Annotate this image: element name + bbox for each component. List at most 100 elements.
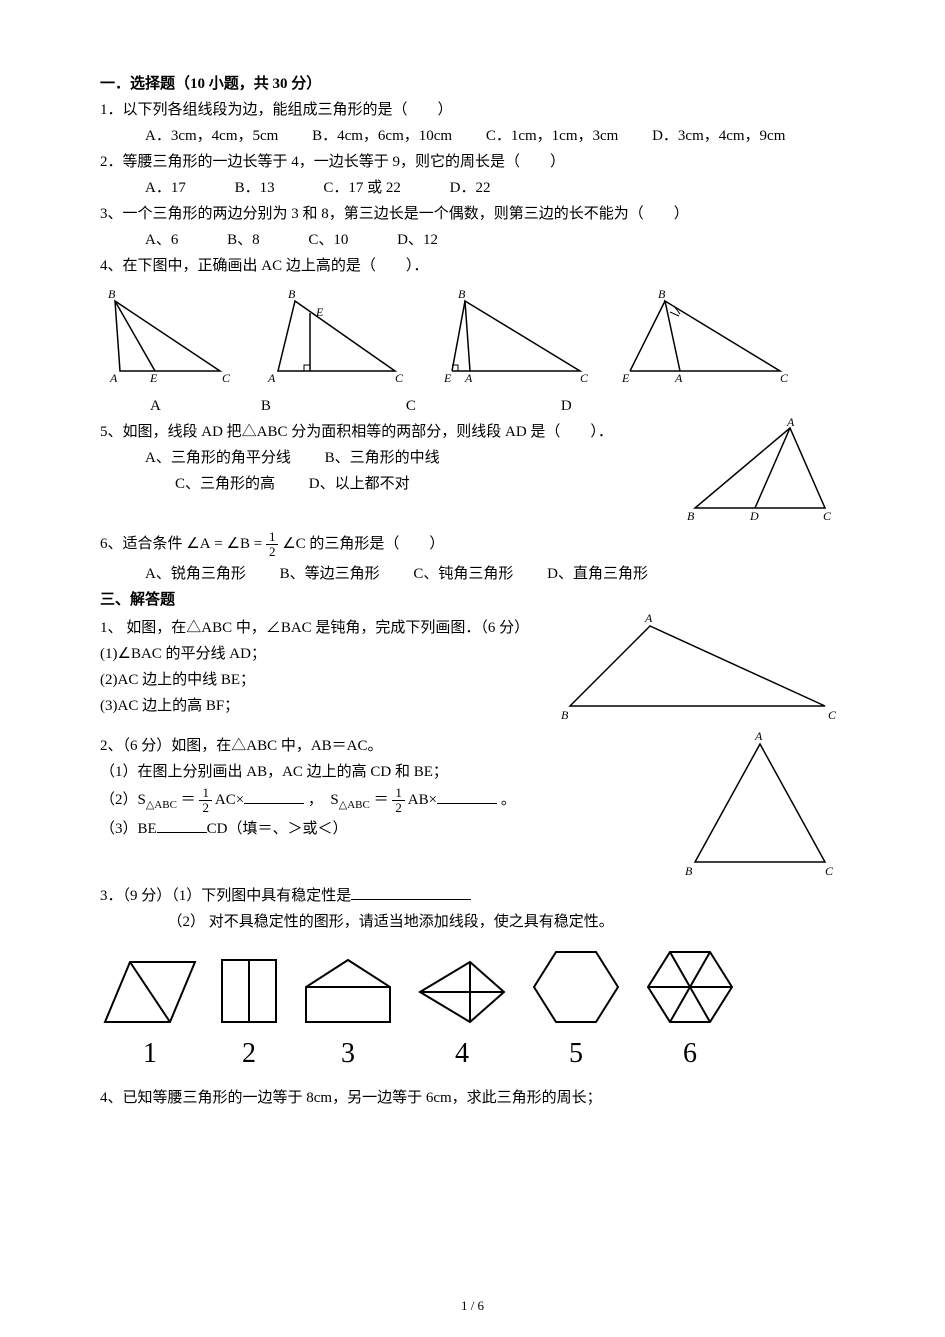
s3q1-stem: 1、 如图，在△ABC 中，∠BAC 是钝角，完成下列画图．（6 分） [100,616,555,640]
q5-pt-a: A [786,418,795,429]
q5-optB: B、三角形的中线 [325,450,440,466]
q6-optC: C、钝角三角形 [413,566,513,582]
shape-5 [526,942,626,1032]
q6-frac: 1 2 [266,530,279,560]
q2-optD: D．22 [450,180,491,196]
q3-optB: B、8 [227,232,260,248]
q5-options-line1: A、三角形的角平分线 B、三角形的中线 [100,446,675,470]
q4b-pt-c: C [395,371,404,385]
q1-stem: 1．以下列各组线段为边，能组成三角形的是（ ） [100,98,845,122]
q4c-pt-c: C [580,371,589,385]
shape-2-num: 2 [242,1032,256,1077]
q5-optC: C、三角形的高 [175,476,275,492]
s3q2-p2-sub2: △ABC [339,799,370,811]
s3q2-p2-mid2: AC× [215,792,244,808]
s3q2-p2-frac2-num: 1 [392,786,405,801]
shape-4 [412,952,512,1032]
q4-label-b: B [261,394,271,418]
s3q3-blank [351,884,471,900]
shape-4-num: 4 [455,1032,469,1077]
q4-fig-c: B E A C [430,286,590,386]
q1-optD: D．3cm，4cm，9cm [652,128,785,144]
q4d-pt-b: B [658,287,666,301]
page-footer: 1 / 6 [0,1296,945,1317]
q4a-pt-a: A [109,371,118,385]
s3q2-p3-pre: （3）BE [100,821,157,837]
s3q2-pt-b: B [685,864,693,878]
shape-1 [100,952,200,1032]
s3q2-figure: A B C [675,732,845,882]
s3q2-p2-mid1: ＝ [181,792,196,808]
q5-pt-d: D [749,509,759,523]
q4-figure-row: B A E C B E A C B E A C [100,286,845,386]
s3q2-blank3 [157,817,207,833]
s3q2-block: 2、（6 分）如图，在△ABC 中，AB＝AC。 （1）在图上分别画出 AB，A… [100,732,845,882]
s3q2-stem: 2、（6 分）如图，在△ABC 中，AB＝AC。 [100,734,675,758]
q6-optB: B、等边三角形 [280,566,380,582]
s3q4-stem: 4、已知等腰三角形的一边等于 8cm，另一边等于 6cm，求此三角形的周长； [100,1086,845,1110]
q4-fig-d: B E A C [610,286,790,386]
q2-optB: B．13 [235,180,275,196]
page: 一．选择题（10 小题，共 30 分） 1．以下列各组线段为边，能组成三角形的是… [0,0,945,1337]
s3q3-stem: 3．（9 分）（1）下列图中具有稳定性是 [100,884,845,908]
q6-post: 的三角形是（ ） [309,536,444,552]
s3q1-figure: A B C [555,614,845,724]
s3q1-p3: (3)AC 边上的高 BF； [100,694,555,718]
q1-optB: B．4cm，6cm，10cm [312,128,452,144]
q4a-pt-e: E [149,371,158,385]
q5-figure: A B D C [675,418,845,528]
q6-angleC: ∠C [282,536,305,552]
q4b-pt-b: B [288,287,296,301]
s3q2-p2-sep: ， S [308,792,339,808]
q4d-pt-e: E [621,371,630,385]
q6-optD: D、直角三角形 [547,566,648,582]
s3q2-p2-end: 。 [501,792,516,808]
q2-optA: A．17 [145,180,186,196]
q3-stem: 3、一个三角形的两边分别为 3 和 8，第三边长是一个偶数，则第三边的长不能为（… [100,202,845,226]
q4c-pt-e: E [443,371,452,385]
s3q2-pt-a: A [754,732,763,743]
q6-angleA: ∠A [186,536,210,552]
q4d-pt-a: A [674,371,683,385]
q6-frac-den: 2 [266,545,279,559]
q4c-pt-b: B [458,287,466,301]
q3-optD: D、12 [397,232,438,248]
q4a-pt-c: C [222,371,231,385]
q4-stem: 4、在下图中，正确画出 AC 边上高的是（ ）． [100,254,845,278]
s3q2-p2-frac1: 1 2 [199,786,212,816]
q6-optA: A、锐角三角形 [145,566,246,582]
s3q2-p2-frac1-den: 2 [199,801,212,815]
shape-3-num: 3 [341,1032,355,1077]
s3q2-blank2 [437,788,497,804]
shape-6-num: 6 [683,1032,697,1077]
q4d-pt-c: C [780,371,789,385]
q1-options: A．3cm，4cm，5cm B．4cm，6cm，10cm C．1cm，1cm，3… [100,124,845,148]
q1-optA: A．3cm，4cm，5cm [145,128,278,144]
shape-3 [298,952,398,1032]
s3q2-p2-frac2-den: 2 [392,801,405,815]
q5-optD: D、以上都不对 [309,476,410,492]
q4-label-c: C [406,394,416,418]
q6-pre: 6、适合条件 [100,536,183,552]
q4c-pt-a: A [464,371,473,385]
q3-options: A、6 B、8 C、10 D、12 [100,228,845,252]
s3q2-pt-c: C [825,864,834,878]
s3q1-block: 1、 如图，在△ABC 中，∠BAC 是钝角，完成下列画图．（6 分） (1)∠… [100,614,845,724]
q4-letter-row: A B C D [100,394,845,418]
q6-stem: 6、适合条件 ∠A = ∠B = 1 2 ∠C 的三角形是（ ） [100,530,845,560]
s3q1-p2: (2)AC 边上的中线 BE； [100,668,555,692]
s3q2-p2-mid3: ＝ [374,792,389,808]
q6-angleB: ∠B [227,536,250,552]
q6-options: A、锐角三角形 B、等边三角形 C、钝角三角形 D、直角三角形 [100,562,845,586]
s3q2-blank1 [244,788,304,804]
q4b-pt-e: E [315,305,324,319]
q5-pt-b: B [687,509,695,523]
s3q1-pt-c: C [828,708,837,722]
shape-1-num: 1 [143,1032,157,1077]
q5-stem: 5、如图，线段 AD 把△ABC 分为面积相等的两部分，则线段 AD 是（ ）． [100,420,675,444]
s3q2-p2-frac2: 1 2 [392,786,405,816]
q1-optC: C．1cm，1cm，3cm [486,128,618,144]
q3-optA: A、6 [145,232,178,248]
s3q2-p2-pre: （2）S [100,792,146,808]
q4a-pt-b: B [108,287,116,301]
